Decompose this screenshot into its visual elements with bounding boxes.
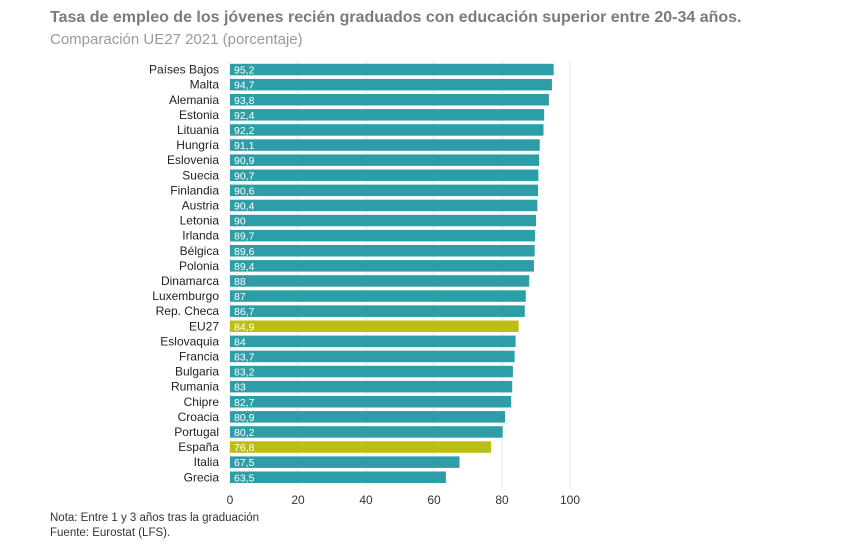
bar xyxy=(230,320,519,332)
category-label: Malta xyxy=(190,78,220,92)
category-label: Hungría xyxy=(176,138,219,152)
bar-value-label: 90,7 xyxy=(234,170,255,182)
bar xyxy=(230,154,540,166)
bar xyxy=(230,169,539,181)
bar xyxy=(230,365,513,378)
category-label: Italia xyxy=(194,455,220,469)
source-note: Fuente: Eurostat (LFS). xyxy=(50,527,171,539)
bar xyxy=(230,260,534,272)
gridlines xyxy=(229,60,571,487)
bar xyxy=(230,184,539,197)
category-label: Finlandia xyxy=(170,183,219,197)
category-label: Países Bajos xyxy=(149,63,219,77)
bar-value-label: 80,2 xyxy=(234,427,255,439)
bar xyxy=(230,78,552,91)
bar xyxy=(230,199,538,212)
bar xyxy=(230,290,526,302)
bar-value-label: 91,1 xyxy=(234,140,255,152)
bar xyxy=(230,214,536,227)
bar-value-label: 76,8 xyxy=(234,442,255,454)
chart-subtitle: Comparación UE27 2021 (porcentaje) xyxy=(50,31,303,48)
bar xyxy=(230,245,535,257)
bar-value-label: 95,2 xyxy=(234,65,255,77)
bar-value-label: 92,4 xyxy=(234,110,255,122)
bar-value-label: 88 xyxy=(234,276,246,288)
category-label: Alemania xyxy=(169,93,219,107)
bar-value-label: 83 xyxy=(234,382,246,394)
bar xyxy=(230,380,513,393)
bars-group: 95,2 94,7 93,8 92,4 92,2 91,1 90,9 90,7 90,6 90,4… xyxy=(230,63,554,484)
x-tick-label: 80 xyxy=(495,493,509,507)
category-label: España xyxy=(178,440,219,454)
category-label: Polonia xyxy=(179,259,219,273)
footnote: Nota: Entre 1 y 3 años tras la graduació… xyxy=(50,512,260,524)
bar-value-label: 93,8 xyxy=(234,95,255,107)
bar-value-label: 90 xyxy=(234,216,246,228)
category-label: Austria xyxy=(182,198,220,212)
bar-value-label: 90,9 xyxy=(234,155,255,167)
bar xyxy=(230,124,544,136)
bar xyxy=(230,335,516,348)
category-label: Luxemburgo xyxy=(152,289,219,303)
bar xyxy=(230,471,446,483)
category-label: Bélgica xyxy=(180,244,220,258)
bar-value-label: 63,5 xyxy=(234,472,255,484)
bar-value-label: 90,6 xyxy=(234,185,255,197)
chart-title: Tasa de empleo de los jóvenes recién gra… xyxy=(50,9,742,26)
bar-value-label: 84 xyxy=(234,336,246,348)
category-label: Eslovaquia xyxy=(160,334,219,348)
category-label: Irlanda xyxy=(182,229,219,243)
bar xyxy=(230,426,503,438)
category-label: Rep. Checa xyxy=(156,304,220,318)
x-tick-label: 100 xyxy=(560,493,580,507)
bar-chart: 95,2 94,7 93,8 92,4 92,2 91,1 90,9 90,7 90,6 90,4… xyxy=(149,60,581,507)
category-label: Bulgaria xyxy=(175,365,219,379)
category-label: Chipre xyxy=(184,395,220,409)
bar-value-label: 87 xyxy=(234,291,246,303)
bar xyxy=(230,229,535,242)
bar-value-label: 67,5 xyxy=(234,457,255,469)
bar-value-label: 92,2 xyxy=(234,125,255,137)
bar xyxy=(230,109,545,121)
bar-value-label: 83,7 xyxy=(234,351,255,363)
category-label: Croacia xyxy=(178,410,220,424)
category-label: Eslovenia xyxy=(167,153,219,167)
category-label: Lituania xyxy=(177,123,219,137)
bar-value-label: 89,7 xyxy=(234,231,255,243)
bar-value-label: 84,9 xyxy=(234,321,255,333)
category-label: Estonia xyxy=(179,108,219,122)
bar-value-label: 82,7 xyxy=(234,397,255,409)
category-labels-group: Países BajosMaltaAlemaniaEstoniaLituania… xyxy=(149,63,219,485)
bar-value-label: 90,4 xyxy=(234,200,255,212)
bar-value-label: 94,7 xyxy=(234,80,255,92)
category-label: Rumania xyxy=(171,380,219,394)
bar xyxy=(230,396,512,408)
bar xyxy=(230,305,525,317)
category-label: Dinamarca xyxy=(161,274,219,288)
category-label: Francia xyxy=(179,349,219,363)
bar xyxy=(230,275,530,287)
x-tick-label: 40 xyxy=(359,493,373,507)
bar-value-label: 86,7 xyxy=(234,306,255,318)
bar xyxy=(230,441,492,453)
bar xyxy=(230,456,460,468)
bar xyxy=(230,63,554,76)
x-tick-label: 20 xyxy=(291,493,305,507)
x-tick-label: 0 xyxy=(227,493,234,507)
category-label: Suecia xyxy=(182,168,219,182)
bar-value-label: 80,9 xyxy=(234,412,255,424)
bar xyxy=(230,350,515,363)
category-label: Letonia xyxy=(180,214,220,228)
x-tick-label: 60 xyxy=(427,493,441,507)
x-axis: 0 20 40 60 80 100 xyxy=(227,493,581,507)
category-label: EU27 xyxy=(189,319,219,333)
bar xyxy=(230,94,549,106)
category-label: Portugal xyxy=(174,425,219,439)
bar-value-label: 89,6 xyxy=(234,246,255,258)
bar-value-label: 83,2 xyxy=(234,367,255,379)
bar-value-label: 89,4 xyxy=(234,261,255,273)
category-label: Grecia xyxy=(184,470,220,484)
bar xyxy=(230,139,540,151)
bar xyxy=(230,411,506,423)
